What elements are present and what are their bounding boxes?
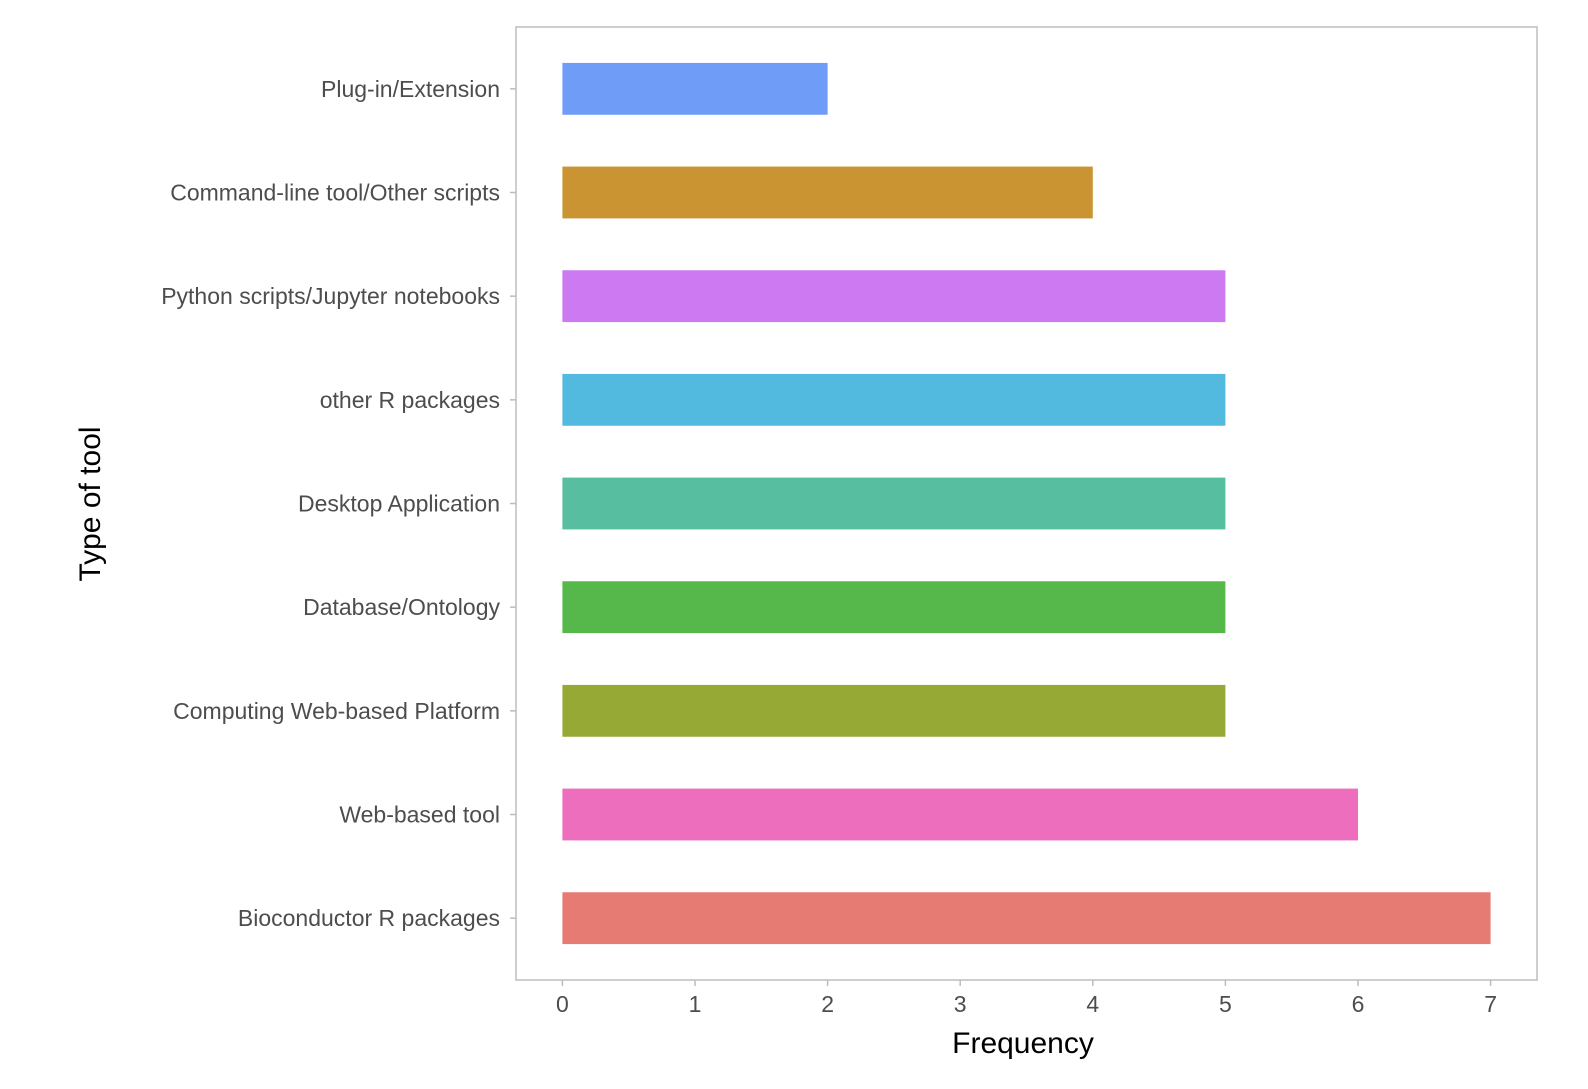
x-axis-title: Frequency bbox=[952, 1027, 1094, 1060]
y-axis: Bioconductor R packages Web-based tool Com… bbox=[161, 76, 516, 931]
x-tick-label: 7 bbox=[1484, 991, 1497, 1017]
y-axis-title: Type of tool bbox=[74, 426, 107, 581]
x-tick-label: 3 bbox=[954, 991, 967, 1017]
x-axis: 0 1 2 3 4 5 6 7 bbox=[556, 980, 1497, 1017]
x-tick-label: 0 bbox=[556, 991, 569, 1017]
bar-python-scripts-jupyter-notebooks bbox=[562, 270, 1226, 323]
x-tick-label: 4 bbox=[1086, 991, 1099, 1017]
y-tick-label: Command-line tool/Other scripts bbox=[170, 180, 500, 206]
bar-other-r-packages bbox=[562, 373, 1226, 426]
x-tick-label: 2 bbox=[821, 991, 834, 1017]
y-tick-label: Desktop Application bbox=[298, 491, 500, 517]
y-tick-label: Bioconductor R packages bbox=[238, 905, 500, 931]
y-tick-label: Computing Web-based Platform bbox=[173, 698, 500, 724]
bar-bioconductor-r-packages bbox=[562, 892, 1491, 945]
bar-web-based-tool bbox=[562, 788, 1358, 841]
y-tick-label: Web-based tool bbox=[339, 802, 500, 828]
bar-database-ontology bbox=[562, 581, 1226, 634]
bar-command-line-tool-other-scripts bbox=[562, 166, 1093, 219]
x-tick-label: 6 bbox=[1352, 991, 1365, 1017]
y-tick-label: Python scripts/Jupyter notebooks bbox=[161, 283, 500, 309]
bar-plug-in-extension bbox=[562, 62, 828, 115]
x-tick-label: 5 bbox=[1219, 991, 1232, 1017]
y-tick-label: other R packages bbox=[320, 387, 500, 413]
bar-desktop-application bbox=[562, 477, 1226, 530]
x-tick-label: 1 bbox=[689, 991, 702, 1017]
y-tick-label: Database/Ontology bbox=[303, 594, 500, 620]
bar-computing-web-based-platform bbox=[562, 684, 1226, 737]
y-tick-label: Plug-in/Extension bbox=[321, 76, 500, 102]
bars-layer bbox=[562, 62, 1491, 945]
